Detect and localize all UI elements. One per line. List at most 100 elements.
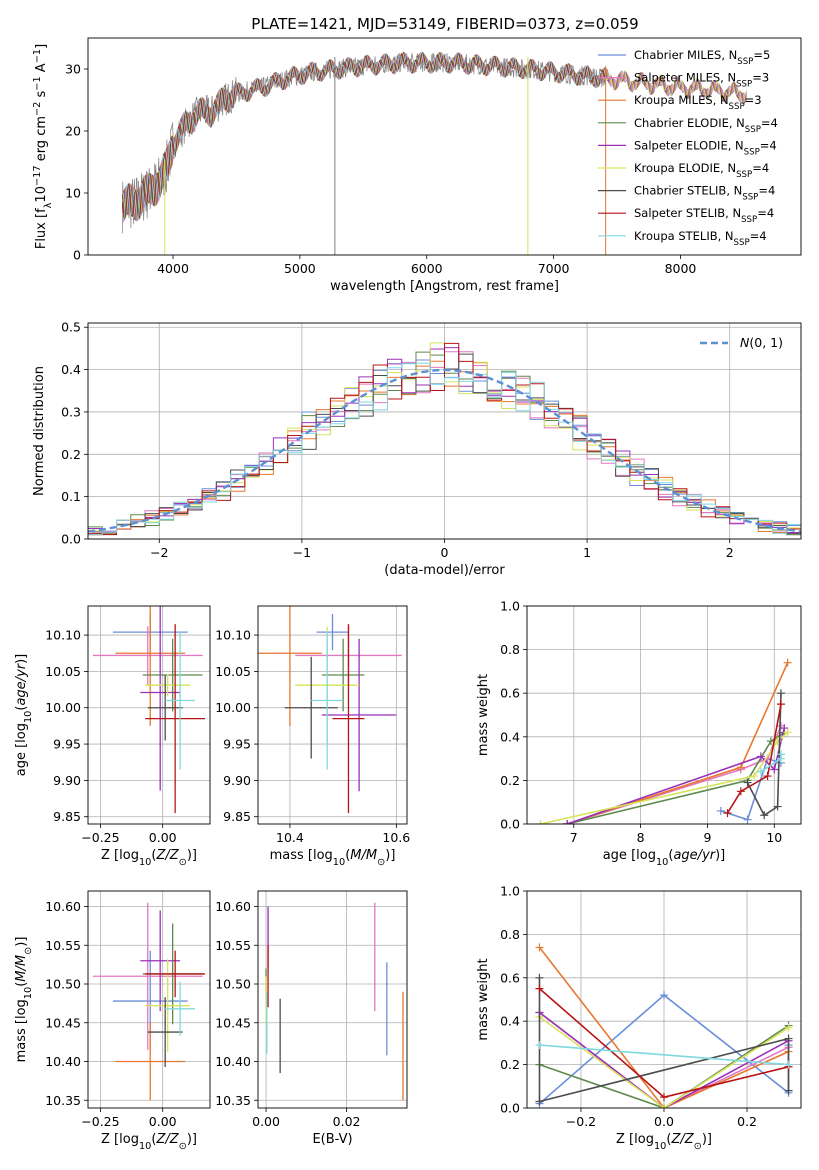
weight-marker xyxy=(760,811,769,820)
mass_vs_Z-xtick-label: −0.25 xyxy=(81,1114,119,1129)
spectrum-model-kroupa-stelib xyxy=(121,51,606,222)
weight-line-chabrier-elodie xyxy=(539,1024,789,1108)
residuals-ytick-label: 0.2 xyxy=(61,447,81,462)
age-vs-z-panel: −0.25 0.00 9.85 9.90 9.95 10.00 10.05 10.10 Z [l… xyxy=(14,605,211,868)
legend-label-kroupa-stelib: Kroupa STELIB, NSSP=4 xyxy=(634,229,767,248)
age_vs_mass-ytick-label: 10.10 xyxy=(215,628,251,643)
mass_weight_vs_Z-ytick-label: 0.8 xyxy=(500,927,520,942)
age_vs_Z-ylabel: age [log10(age/yr)] xyxy=(14,654,34,777)
age-vs-mass-panel: 10.4 10.6 9.85 9.90 9.95 10.00 10.05 10.10 mass … xyxy=(215,605,410,868)
spectrum-xtick-label: 4000 xyxy=(157,261,189,276)
residuals-ytick-label: 0.4 xyxy=(61,362,81,377)
weight-marker xyxy=(536,820,545,824)
mass_vs_EBV-ytick-label: 10.60 xyxy=(215,899,251,914)
mass_vs_EBV-xtick-label: 0.02 xyxy=(333,1114,361,1129)
mass_weight_vs_age-xtick-label: 10 xyxy=(766,830,782,845)
residuals-ylabel: Normed distribution xyxy=(32,366,47,496)
legend-label-salpeter-stelib: Salpeter STELIB, NSSP=4 xyxy=(634,206,774,225)
residuals-legend: N(0, 1) xyxy=(700,335,783,350)
mass_weight_vs_Z-xlabel: Z [log10(Z/Z⊙)] xyxy=(616,1132,712,1152)
spectrum-xtick-label: 5000 xyxy=(284,261,316,276)
mass_vs_Z-xtick-label: 0.00 xyxy=(149,1114,177,1129)
mass_vs_Z-frame xyxy=(87,890,211,1109)
mass_weight_vs_Z-xtick-label: 0.0 xyxy=(654,1114,674,1129)
spectrum-ytick-label: 20 xyxy=(65,124,81,139)
age_vs_Z-ytick-label: 10.10 xyxy=(45,628,81,643)
weight-marker xyxy=(784,1086,793,1095)
weight-marker xyxy=(783,658,792,667)
age_vs_Z-axes: −0.25 0.00 9.85 9.90 9.95 10.00 10.05 10.10 Z [l… xyxy=(14,605,211,868)
legend-label-chabrier-stelib: Chabrier STELIB, NSSP=4 xyxy=(634,184,775,203)
age_vs_Z-ytick-label: 9.90 xyxy=(53,773,81,788)
spectrum-xtick-label: 7000 xyxy=(538,261,570,276)
weight-marker xyxy=(736,763,745,772)
mass_weight_vs_age-plot-area xyxy=(536,658,792,824)
mass_weight_vs_age-xtick-label: 7 xyxy=(570,830,578,845)
age_vs_mass-xlabel: mass [log10(M/M⊙)] xyxy=(270,848,396,868)
weight-marker xyxy=(776,750,785,759)
age_vs_Z-xlabel: Z [log10(Z/Z⊙)] xyxy=(101,848,197,868)
mass_vs_EBV-axes: 0.00 0.02 10.35 10.40 10.45 10.50 10.55 10.60 E(… xyxy=(215,890,408,1147)
weight-marker xyxy=(756,752,765,761)
weight-line-chabrier-miles xyxy=(720,757,782,821)
weight-marker xyxy=(773,802,782,811)
legend-label-normal: N(0, 1) xyxy=(740,335,783,350)
residuals-xtick-label: 2 xyxy=(726,545,734,560)
weight-marker xyxy=(723,809,732,818)
residuals-xlabel: (data-model)/error xyxy=(384,563,505,578)
mass_vs_EBV-xtick-label: 0.00 xyxy=(252,1114,280,1129)
mass_weight_vs_Z-ytick-label: 0.2 xyxy=(500,1057,520,1072)
legend-label-chabrier-miles: Chabrier MILES, NSSP=5 xyxy=(634,48,770,67)
mass_vs_Z-ytick-label: 10.60 xyxy=(45,899,81,914)
spectrum-axes: 4000 5000 6000 7000 8000 0 10 20 30 wavelength [A… xyxy=(32,37,802,294)
spectrum-model-chabrier-stelib xyxy=(121,52,606,219)
weight-marker xyxy=(716,806,725,815)
age_vs_mass-ytick-label: 9.85 xyxy=(223,809,251,824)
mass_weight_vs_age-axes: 7 8 9 10 0.0 0.2 0.4 0.6 0.8 1.0 age [log10(age/yr… xyxy=(476,599,802,868)
weight-line-kroupa-stelib xyxy=(539,1044,789,1066)
mass_weight_vs_age-ytick-label: 0.4 xyxy=(500,729,520,744)
spectrum-xtick-label: 6000 xyxy=(411,261,443,276)
spectrum-data-line xyxy=(121,52,606,234)
weight-marker xyxy=(784,1034,793,1043)
mass-weight-vs-z-panel: −0.2 0.0 0.2 0.0 0.2 0.4 0.6 0.8 1.0 Z [log10(Z/Z… xyxy=(476,884,802,1152)
figure-title: PLATE=1421, MJD=53149, FIBERID=0373, z=0… xyxy=(251,15,638,33)
weight-marker xyxy=(743,778,752,787)
normal-curve xyxy=(88,368,801,533)
weight-marker xyxy=(780,724,789,733)
mass_vs_Z-plot-area xyxy=(92,902,206,1101)
weight-marker xyxy=(535,984,544,993)
mass_weight_vs_age-ytick-label: 0.8 xyxy=(500,642,520,657)
spectrum-xtick-label: 8000 xyxy=(665,261,697,276)
weight-marker xyxy=(535,973,544,982)
mass_weight_vs_age-ytick-label: 1.0 xyxy=(500,599,520,614)
mass-vs-z-panel: −0.25 0.00 10.35 10.40 10.45 10.50 10.55 10.60 Z… xyxy=(14,890,211,1152)
age_vs_Z-ytick-label: 9.85 xyxy=(53,809,81,824)
mass_vs_Z-ytick-label: 10.40 xyxy=(45,1054,81,1069)
mass_vs_EBV-ytick-label: 10.40 xyxy=(215,1054,251,1069)
mass_vs_Z-ytick-label: 10.35 xyxy=(45,1093,81,1108)
mass_vs_Z-ytick-label: 10.45 xyxy=(45,1015,81,1030)
spectrum-xlabel: wavelength [Angstrom, rest frame] xyxy=(330,279,559,294)
age_vs_Z-xtick-label: 0.00 xyxy=(149,830,177,845)
age_vs_mass-xtick-label: 10.4 xyxy=(276,830,304,845)
mass_weight_vs_age-frame xyxy=(526,605,802,825)
weight-marker xyxy=(563,820,572,824)
weight-marker xyxy=(660,991,668,1000)
weight-marker xyxy=(750,772,759,781)
mass_weight_vs_Z-ytick-label: 0.6 xyxy=(500,970,520,985)
mass_vs_EBV-ytick-label: 10.50 xyxy=(215,977,251,992)
weight-line-chabrier-elodie xyxy=(566,731,785,824)
weight-marker xyxy=(535,943,544,952)
legend-label-salpeter-miles: Salpeter MILES, NSSP=3 xyxy=(634,71,769,90)
age_vs_Z-ytick-label: 9.95 xyxy=(53,737,81,752)
mass_weight_vs_age-xtick-label: 8 xyxy=(637,830,645,845)
weight-marker xyxy=(756,767,765,776)
weight-marker xyxy=(776,689,785,698)
legend-label-kroupa-elodie: Kroupa ELODIE, NSSP=4 xyxy=(634,161,769,180)
mass_vs_Z-ytick-label: 10.55 xyxy=(45,938,81,953)
residuals-ytick-label: 0.5 xyxy=(61,320,81,335)
mass_vs_EBV-grid xyxy=(258,891,407,1108)
age_vs_Z-grid xyxy=(88,606,210,824)
